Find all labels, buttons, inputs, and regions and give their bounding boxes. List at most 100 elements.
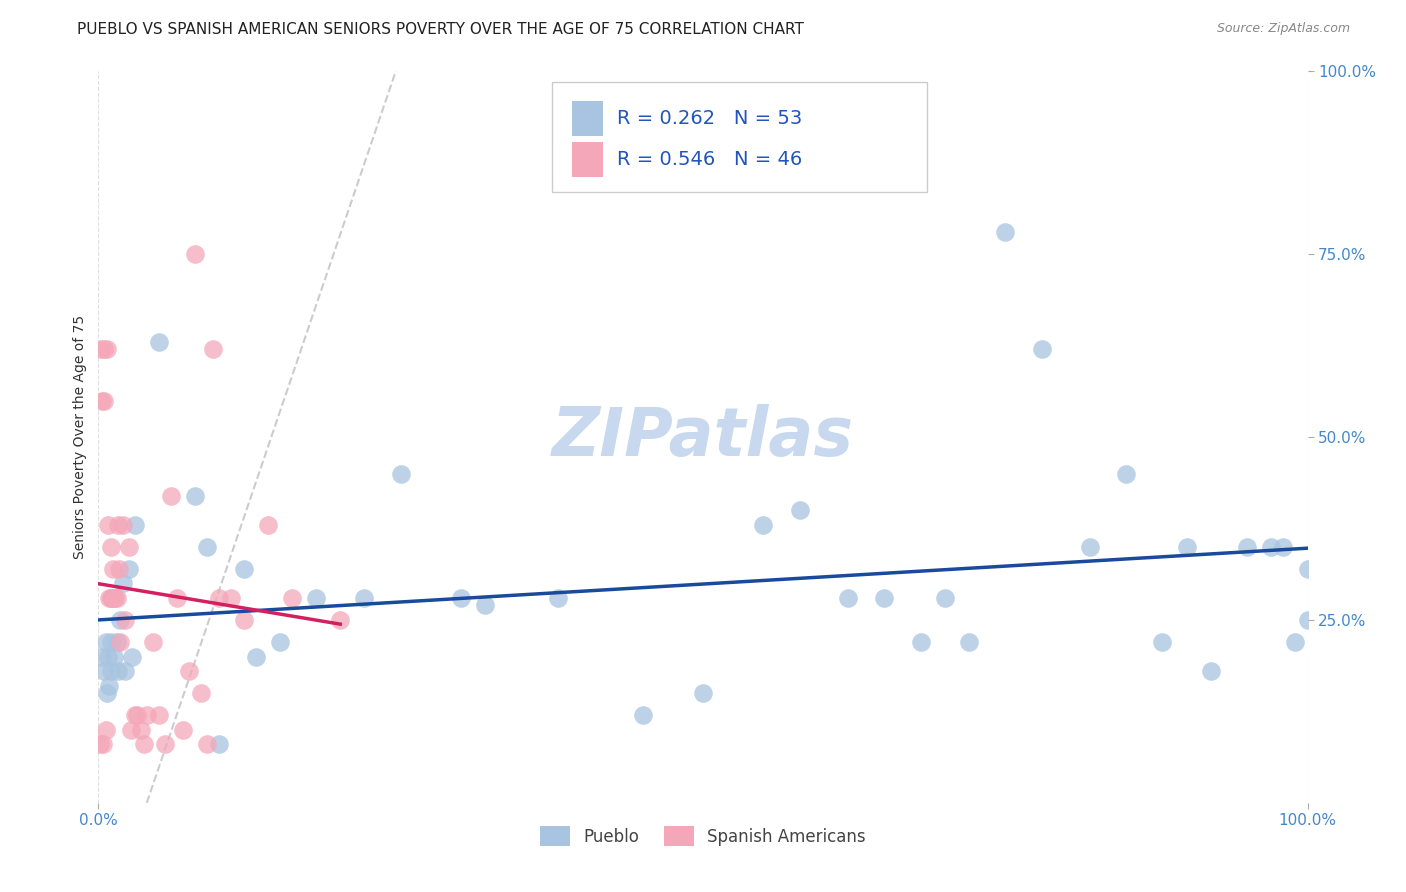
- Point: [94, 635, 117, 649]
- Point: [184, 489, 207, 503]
- Point: [1260, 540, 1282, 554]
- Point: [179, 664, 201, 678]
- Point: [111, 576, 134, 591]
- Point: [118, 562, 141, 576]
- Text: Source: ZipAtlas.com: Source: ZipAtlas.com: [1216, 22, 1350, 36]
- Point: [389, 467, 412, 481]
- Point: [103, 591, 125, 605]
- Point: [91, 393, 114, 408]
- Point: [232, 562, 254, 576]
- Point: [97, 517, 120, 532]
- Point: [329, 613, 352, 627]
- Point: [93, 664, 115, 678]
- Point: [124, 517, 146, 532]
- Legend: Pueblo, Spanish Americans: Pueblo, Spanish Americans: [533, 820, 873, 853]
- Point: [1115, 467, 1137, 481]
- Text: ZIPatlas: ZIPatlas: [553, 404, 853, 470]
- Point: [202, 343, 225, 357]
- Point: [96, 686, 118, 700]
- Point: [111, 517, 134, 532]
- Point: [160, 489, 183, 503]
- Point: [184, 247, 207, 261]
- Point: [450, 591, 472, 605]
- Point: [100, 635, 122, 649]
- Point: [269, 635, 291, 649]
- Point: [124, 708, 146, 723]
- Text: PUEBLO VS SPANISH AMERICAN SENIORS POVERTY OVER THE AGE OF 75 CORRELATION CHART: PUEBLO VS SPANISH AMERICAN SENIORS POVER…: [77, 22, 804, 37]
- Point: [105, 635, 128, 649]
- Point: [1284, 635, 1306, 649]
- Point: [752, 517, 775, 532]
- Point: [873, 591, 896, 605]
- Text: R = 0.262   N = 53: R = 0.262 N = 53: [617, 110, 803, 128]
- Bar: [572, 142, 603, 177]
- Point: [221, 591, 243, 605]
- Point: [281, 591, 304, 605]
- Point: [208, 737, 231, 751]
- Point: [100, 591, 122, 605]
- Point: [129, 723, 152, 737]
- Point: [789, 503, 811, 517]
- Point: [105, 591, 128, 605]
- Point: [474, 599, 496, 613]
- Point: [107, 664, 129, 678]
- Point: [135, 708, 157, 723]
- Point: [103, 649, 125, 664]
- Point: [957, 635, 980, 649]
- Point: [91, 649, 114, 664]
- Point: [108, 613, 131, 627]
- Point: [153, 737, 176, 751]
- Y-axis label: Seniors Poverty Over the Age of 75: Seniors Poverty Over the Age of 75: [73, 315, 87, 559]
- Point: [547, 591, 569, 605]
- Point: [172, 723, 194, 737]
- Point: [190, 686, 212, 700]
- Point: [118, 540, 141, 554]
- Point: [107, 517, 129, 532]
- Point: [1175, 540, 1198, 554]
- Point: [98, 591, 121, 605]
- Point: [1152, 635, 1174, 649]
- Point: [837, 591, 859, 605]
- Point: [1199, 664, 1222, 678]
- Point: [232, 613, 254, 627]
- Point: [166, 591, 188, 605]
- Point: [127, 708, 149, 723]
- Point: [94, 723, 117, 737]
- Text: R = 0.546   N = 46: R = 0.546 N = 46: [617, 150, 803, 169]
- Point: [1296, 562, 1319, 576]
- Point: [934, 591, 956, 605]
- Point: [108, 635, 131, 649]
- Point: [100, 664, 122, 678]
- Point: [148, 334, 170, 349]
- Point: [97, 649, 120, 664]
- Point: [108, 562, 131, 576]
- FancyBboxPatch shape: [551, 82, 927, 192]
- Point: [148, 708, 170, 723]
- Point: [353, 591, 375, 605]
- Point: [1078, 540, 1101, 554]
- Point: [100, 540, 122, 554]
- Point: [98, 679, 121, 693]
- Point: [1296, 613, 1319, 627]
- Point: [994, 225, 1017, 239]
- Point: [245, 649, 267, 664]
- Point: [114, 613, 136, 627]
- Point: [305, 591, 328, 605]
- Point: [631, 708, 654, 723]
- Point: [256, 517, 278, 532]
- Point: [93, 393, 115, 408]
- Point: [208, 591, 231, 605]
- Point: [89, 737, 111, 751]
- Bar: [572, 102, 603, 136]
- Point: [90, 343, 112, 357]
- Point: [195, 737, 218, 751]
- Point: [114, 664, 136, 678]
- Point: [142, 635, 165, 649]
- Point: [1236, 540, 1258, 554]
- Point: [104, 591, 127, 605]
- Point: [1272, 540, 1295, 554]
- Point: [692, 686, 714, 700]
- Point: [1031, 343, 1053, 357]
- Point: [100, 591, 122, 605]
- Point: [120, 723, 142, 737]
